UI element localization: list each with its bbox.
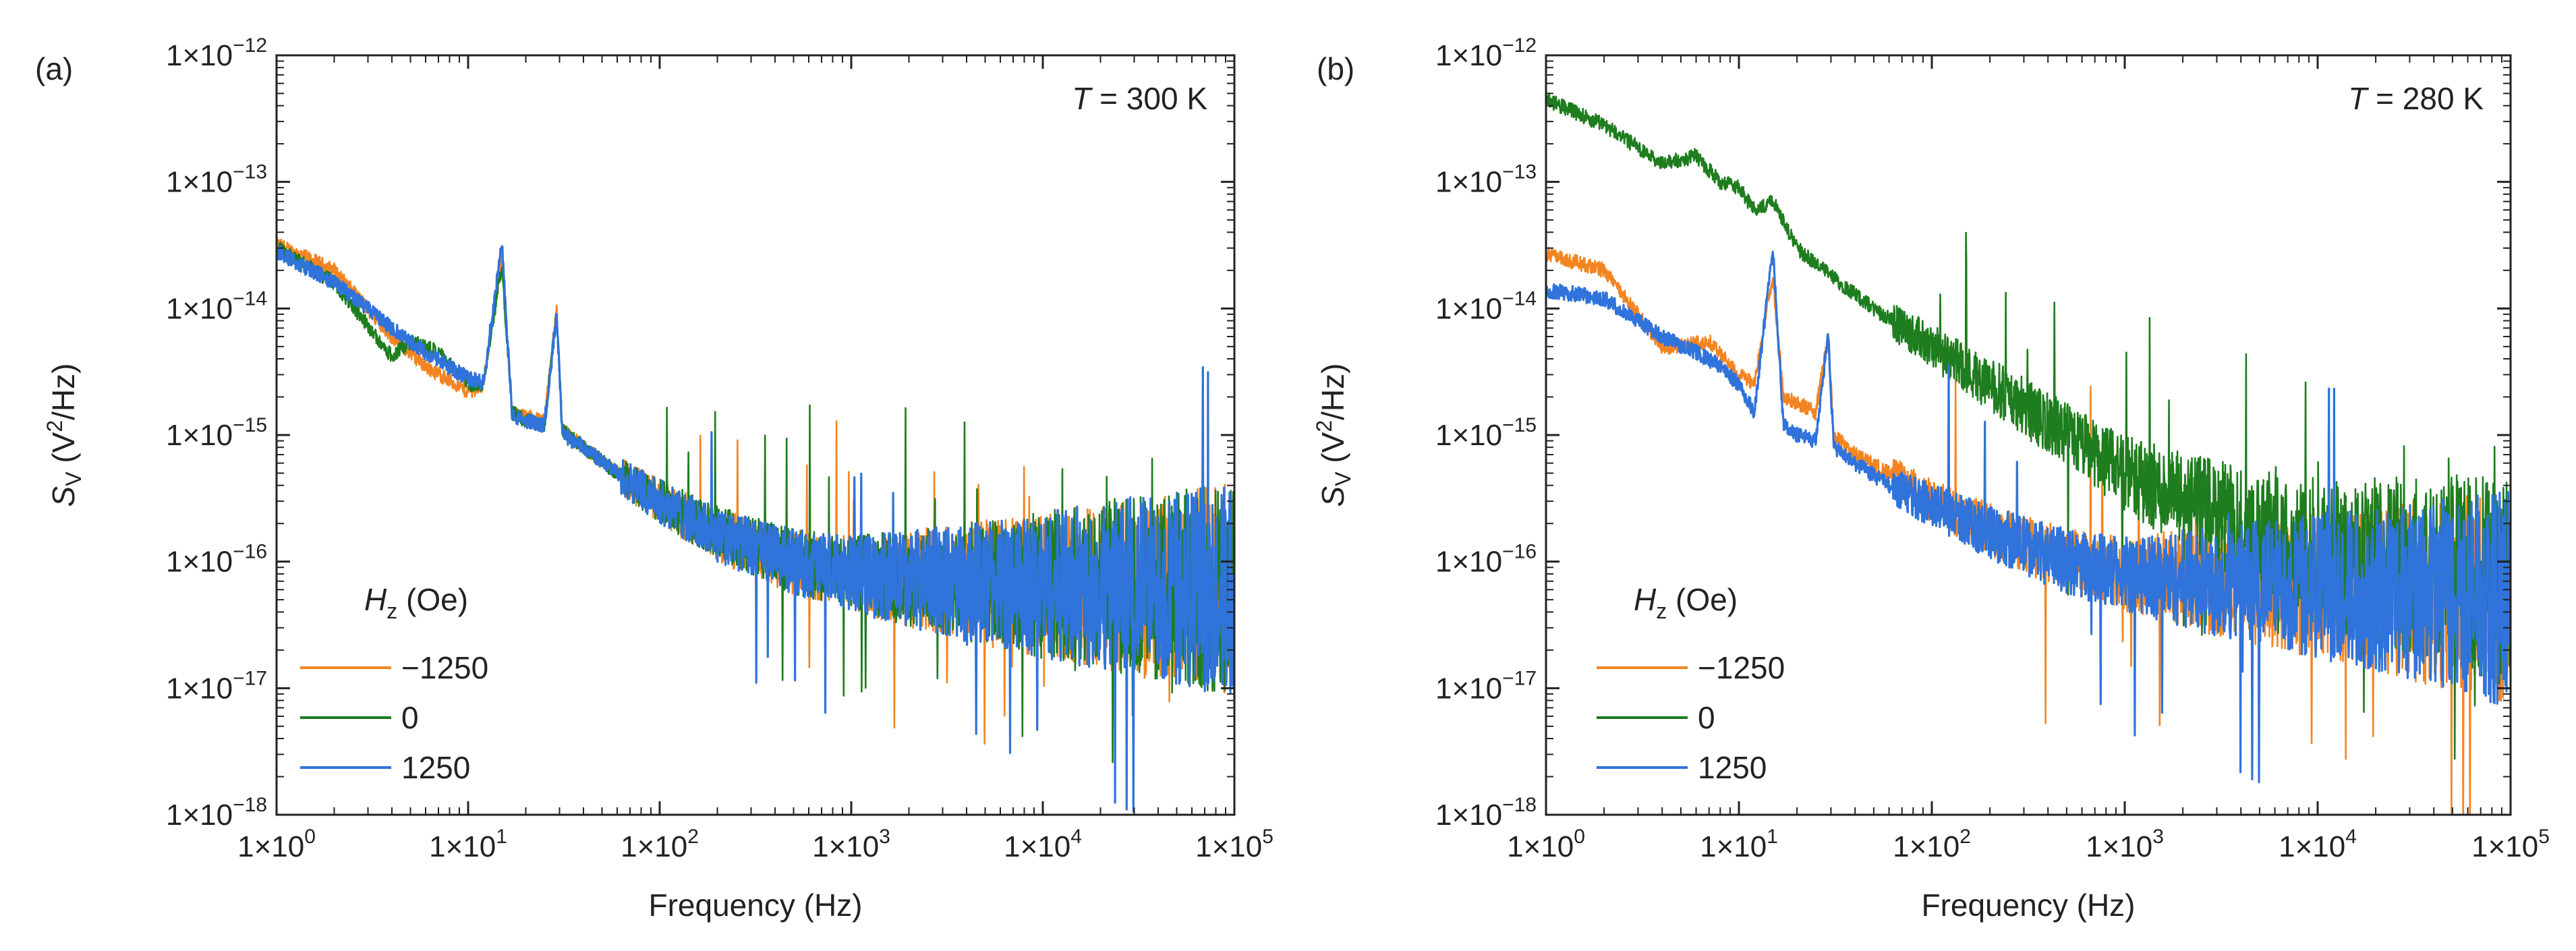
panel-label-b: (b) <box>1317 51 1354 86</box>
x-tick-label: 1×101 <box>1700 826 1778 863</box>
y-tick-label: 1×10−16 <box>166 541 267 579</box>
y-tick-label: 1×10−16 <box>1435 541 1537 579</box>
legend-a: Hz (Oe) −1250 0 1250 <box>300 582 488 785</box>
x-tick-label: 1×100 <box>1507 826 1585 863</box>
legend-b: Hz (Oe) −1250 0 1250 <box>1597 582 1785 785</box>
x-tick-label: 1×102 <box>621 826 699 863</box>
legend-title: Hz (Oe) <box>364 582 468 623</box>
y-tick-label: 1×10−14 <box>1435 287 1537 325</box>
x-tick-label: 1×105 <box>1195 826 1273 863</box>
legend-entry: 1250 <box>1698 750 1767 785</box>
y-tick-label: 1×10−18 <box>1435 794 1537 832</box>
x-tick-label: 1×103 <box>2086 826 2164 863</box>
plot-frame-a <box>275 54 1236 816</box>
y-tick-label: 1×10−14 <box>166 287 267 325</box>
series-line-a-1250 <box>277 245 1234 813</box>
y-axis-label: SV (V2/Hz) <box>42 364 86 507</box>
x-tick-label: 1×102 <box>1893 826 1971 863</box>
panel-b: (b) 1×100 1×101 1×102 1×103 1×104 1×105 1×10−1… <box>1312 34 2550 923</box>
y-tick-label: 1×10−12 <box>166 34 267 72</box>
y-tick-label: 1×10−17 <box>1435 667 1537 705</box>
y-tick-label: 1×10−13 <box>166 161 267 199</box>
legend-entry: 0 <box>401 700 419 735</box>
plot-frame-b <box>1545 54 2512 816</box>
y-tick-label: 1×10−13 <box>1435 161 1537 199</box>
legend-entry: −1250 <box>401 650 488 685</box>
legend-entry: 1250 <box>401 750 470 785</box>
x-tick-label: 1×104 <box>1004 826 1082 863</box>
series-line-b-1250 <box>1546 250 2511 784</box>
x-tick-label: 1×105 <box>2471 826 2550 863</box>
temperature-annotation: T = 300 K <box>1072 81 1207 116</box>
x-tick-label: 1×103 <box>812 826 890 863</box>
y-tick-label: 1×10−15 <box>1435 414 1537 452</box>
y-tick-label: 1×10−15 <box>166 414 267 452</box>
x-axis-label: Frequency (Hz) <box>649 888 863 923</box>
y-tick-label: 1×10−18 <box>166 794 267 832</box>
legend-entry: 0 <box>1698 700 1715 735</box>
temperature-annotation: T = 280 K <box>2348 81 2484 116</box>
panel-label-a: (a) <box>35 51 73 86</box>
legend-entry: −1250 <box>1698 650 1785 685</box>
y-axis-label: SV (V2/Hz) <box>1312 364 1355 507</box>
x-axis-label: Frequency (Hz) <box>1922 888 2136 923</box>
legend-title: Hz (Oe) <box>1634 582 1738 623</box>
y-tick-label: 1×10−17 <box>166 667 267 705</box>
x-tick-label: 1×104 <box>2279 826 2357 863</box>
y-tick-label: 1×10−12 <box>1435 34 1537 72</box>
panel-a: (a) 1×100 1×101 1×102 1×103 1×104 1×105 1×10−1… <box>35 34 1273 923</box>
x-tick-label: 1×100 <box>237 826 316 863</box>
x-tick-label: 1×101 <box>429 826 507 863</box>
